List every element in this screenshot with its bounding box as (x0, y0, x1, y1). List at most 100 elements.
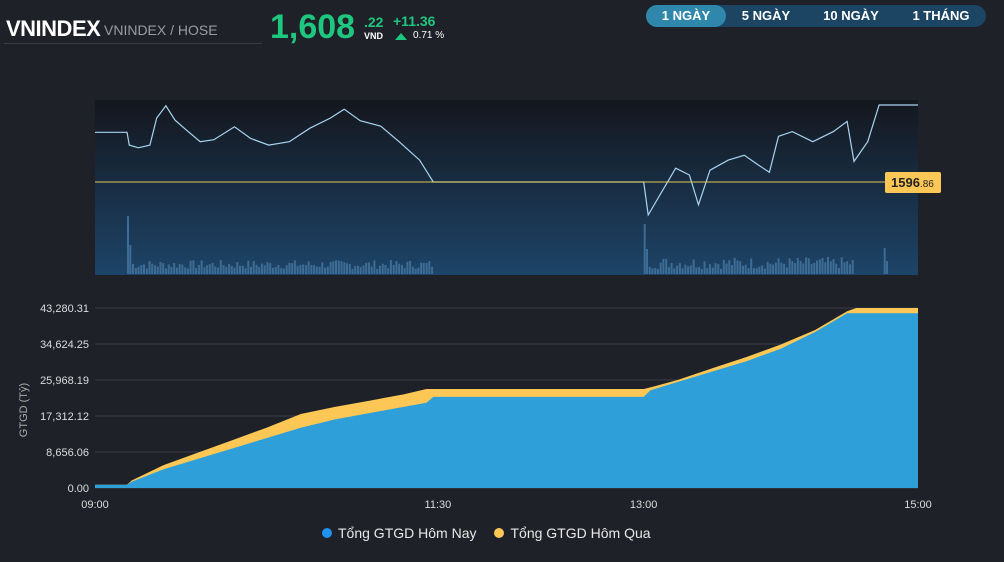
volume-bar (236, 262, 239, 274)
volume-bar (406, 261, 409, 274)
volume-bar (849, 264, 851, 274)
volume-bar (252, 261, 255, 274)
volume-bar (728, 260, 731, 274)
symbol-title: VNINDEX (6, 16, 101, 41)
volume-bar (411, 266, 414, 274)
tab-1-day[interactable]: 1 NGÀY (646, 5, 726, 27)
header-divider (4, 43, 262, 44)
y-tick-label: 17,312.12 (40, 411, 89, 423)
volume-bar (425, 263, 428, 274)
volume-bar (714, 263, 717, 274)
ref-dec: .86 (920, 179, 934, 190)
volume-bar (261, 263, 263, 274)
volume-bar (200, 260, 203, 274)
volume-bar (271, 267, 274, 274)
volume-bar (678, 263, 681, 274)
exchange-label: VNINDEX / HOSE (104, 22, 218, 38)
volume-bar (181, 264, 184, 274)
volume-bar (794, 263, 797, 274)
volume-bar (835, 263, 838, 274)
volume-bar (274, 266, 277, 274)
volume-bar (280, 268, 283, 274)
volume-bar (791, 261, 794, 274)
volume-bar (777, 258, 780, 274)
volume-bar (162, 263, 165, 274)
volume-bar (222, 264, 225, 274)
volume-bar (203, 267, 206, 274)
volume-bar (807, 258, 810, 274)
volume-bar (381, 263, 384, 274)
y-tick-label: 25,968.19 (40, 375, 89, 387)
volume-bar (217, 267, 220, 274)
volume-bar (357, 265, 359, 274)
price-chart-background (95, 100, 918, 275)
legend-today[interactable]: Tổng GTGD Hôm Nay (322, 525, 476, 541)
volume-bar (813, 263, 816, 274)
volume-bar (230, 266, 233, 274)
currency-label: VND (364, 31, 384, 41)
volume-bar (698, 267, 701, 274)
volume-bar (725, 263, 728, 274)
tab-10-days[interactable]: 10 NGÀY (823, 8, 879, 23)
volume-bar (395, 261, 398, 274)
volume-bar (796, 258, 799, 274)
volume-bar (420, 262, 423, 274)
volume-bar (409, 260, 412, 274)
volume-bar (758, 266, 761, 274)
volume-bar (313, 265, 316, 274)
legend-yesterday[interactable]: Tổng GTGD Hôm Qua (494, 525, 651, 541)
volume-bar (722, 259, 725, 274)
volume-bar (824, 262, 827, 274)
volume-bar (414, 268, 417, 274)
legend-today-label: Tổng GTGD Hôm Nay (338, 525, 477, 541)
volume-bar (288, 262, 291, 274)
up-arrow-icon (395, 33, 407, 40)
volume-bar (154, 265, 156, 274)
volume-bar (689, 265, 692, 274)
volume-bar (324, 267, 327, 274)
volume-bar (239, 265, 241, 274)
volume-bar (247, 260, 250, 274)
volume-bar (370, 266, 373, 274)
volume-bar (829, 261, 832, 274)
volume-bar (706, 267, 709, 274)
volume-bar (258, 266, 261, 274)
volume-bar (670, 263, 673, 274)
volume-bar (676, 265, 679, 274)
volume-bar (351, 268, 354, 274)
y-tick-label: 43,280.31 (40, 303, 89, 315)
volume-bar (431, 266, 434, 274)
volume-bar (744, 264, 747, 274)
volume-bar (145, 268, 148, 274)
volume-bar (720, 268, 722, 274)
y-axis-ticks: 0.00 8,656.06 17,312.12 25,968.19 34,624.25 4… (40, 303, 89, 495)
volume-bar (332, 261, 335, 274)
volume-bar (192, 260, 195, 274)
volume-bar (384, 265, 387, 274)
volume-bar (250, 266, 252, 274)
volume-bar (343, 262, 346, 274)
volume-bar (400, 264, 403, 274)
volume-bar (195, 267, 198, 274)
volume-bar (799, 260, 802, 274)
tab-5-days[interactable]: 5 NGÀY (741, 8, 791, 23)
volume-bar (788, 258, 791, 274)
volume-bar (667, 267, 670, 274)
volume-bar (186, 268, 189, 274)
volume-bar (269, 263, 272, 274)
volume-bar (752, 268, 755, 274)
volume-bar (785, 267, 788, 274)
volume-bar (851, 259, 854, 274)
volume-bar (711, 267, 714, 274)
volume-bar (337, 260, 340, 274)
volume-bar (643, 224, 646, 274)
volume-bar (692, 259, 695, 274)
volume-bar (310, 264, 313, 274)
price-decimal: .22 (364, 14, 384, 30)
volume-bar (307, 261, 310, 274)
volume-bar (206, 265, 209, 274)
volume-bar (769, 263, 772, 274)
tab-1-month[interactable]: 1 THÁNG (912, 8, 970, 23)
volume-bar (739, 261, 742, 274)
